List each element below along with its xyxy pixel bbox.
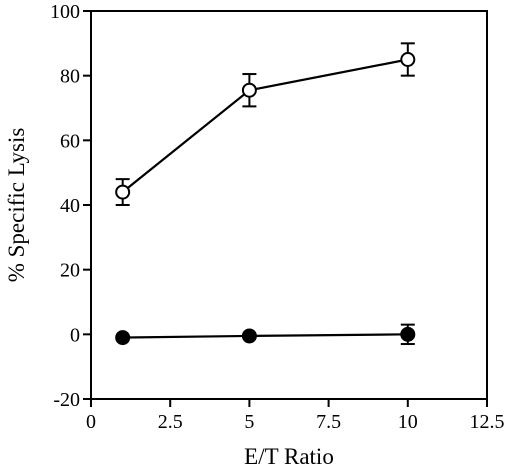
- y-tick-label: 80: [60, 66, 80, 88]
- x-tick-label: 12.5: [470, 411, 505, 433]
- series-1: [115, 42, 416, 206]
- x-tick-label: 10: [398, 411, 418, 433]
- x-tick-label: 5: [244, 411, 254, 433]
- data-point: [115, 184, 131, 200]
- series-line: [121, 58, 409, 193]
- series-line: [122, 333, 408, 339]
- x-tick-label: 2.5: [158, 411, 183, 433]
- y-tick-label: 60: [60, 130, 80, 152]
- data-point: [241, 82, 257, 98]
- y-axis-label: % Specific Lysis: [4, 128, 29, 283]
- data-point: [400, 326, 416, 342]
- x-tick-label: 0: [86, 411, 96, 433]
- y-tick-label: -20: [53, 389, 80, 411]
- y-tick-label: 0: [70, 324, 80, 346]
- x-ticks: 0 2.5 5 7.5 10 12.5: [86, 399, 505, 433]
- data-point: [115, 330, 131, 346]
- y-tick-label: 40: [60, 195, 80, 217]
- y-tick-label: 100: [50, 1, 80, 23]
- series-2: [115, 323, 416, 346]
- x-tick-label: 7.5: [316, 411, 341, 433]
- plot-frame: [90, 10, 488, 400]
- y-ticks: -20 0 20 40 60 80 100: [50, 1, 91, 411]
- data-point: [400, 52, 416, 67]
- series-layer: [115, 42, 416, 346]
- y-tick-label: 20: [60, 260, 80, 282]
- x-axis-label: E/T Ratio: [244, 444, 334, 469]
- data-point: [241, 328, 257, 344]
